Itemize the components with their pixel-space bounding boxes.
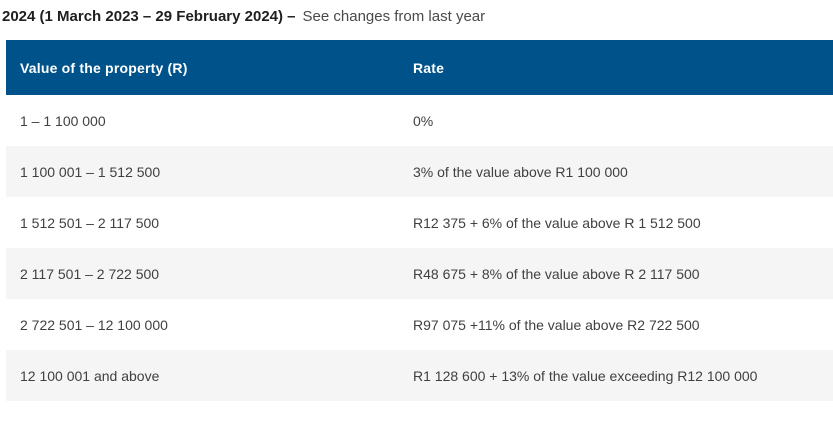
table-row: 2 722 501 – 12 100 000 R97 075 +11% of t…: [6, 299, 833, 350]
property-value-cell: 2 722 501 – 12 100 000: [6, 299, 399, 350]
rate-cell: 0%: [399, 95, 833, 146]
rate-cell: R1 128 600 + 13% of the value exceeding …: [399, 350, 833, 401]
property-value-cell: 1 512 501 – 2 117 500: [6, 197, 399, 248]
property-value-cell: 1 – 1 100 000: [6, 95, 399, 146]
property-value-cell: 2 117 501 – 2 722 500: [6, 248, 399, 299]
column-header-rate: Rate: [399, 40, 833, 95]
page-title-period: 2024 (1 March 2023 – 29 February 2024) –: [2, 8, 296, 25]
property-value-cell: 12 100 001 and above: [6, 350, 399, 401]
rate-cell: R48 675 + 8% of the value above R 2 117 …: [399, 248, 833, 299]
see-changes-link[interactable]: See changes from last year: [302, 8, 486, 25]
property-value-cell: 1 100 001 – 1 512 500: [6, 146, 399, 197]
table-header-row: Value of the property (R) Rate: [6, 40, 833, 95]
page-title: 2024 (1 March 2023 – 29 February 2024) –…: [0, 0, 833, 27]
transfer-duty-rate-table: Value of the property (R) Rate 1 – 1 100…: [6, 40, 833, 401]
table-row: 1 512 501 – 2 117 500 R12 375 + 6% of th…: [6, 197, 833, 248]
table-row: 1 100 001 – 1 512 500 3% of the value ab…: [6, 146, 833, 197]
table-row: 2 117 501 – 2 722 500 R48 675 + 8% of th…: [6, 248, 833, 299]
column-header-property-value: Value of the property (R): [6, 40, 399, 95]
table-row: 12 100 001 and above R1 128 600 + 13% of…: [6, 350, 833, 401]
table-row: 1 – 1 100 000 0%: [6, 95, 833, 146]
rate-cell: R12 375 + 6% of the value above R 1 512 …: [399, 197, 833, 248]
rate-cell: 3% of the value above R1 100 000: [399, 146, 833, 197]
rate-cell: R97 075 +11% of the value above R2 722 5…: [399, 299, 833, 350]
